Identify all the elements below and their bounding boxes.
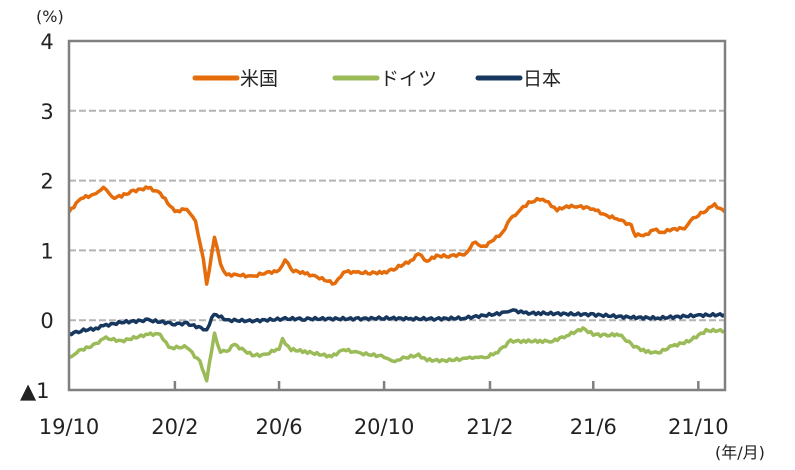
- y-tick-label: ▲1: [20, 379, 50, 403]
- y-axis: 4 3 2 1 0 ▲1: [20, 30, 54, 403]
- series-lines: [67, 185, 727, 383]
- x-tick-label: 20/10: [354, 415, 415, 439]
- gridlines: [69, 109, 725, 322]
- x-tick-label: 21/10: [668, 415, 729, 439]
- x-unit-label: (年/月): [715, 443, 765, 462]
- series-line-1: [68, 326, 726, 383]
- y-tick-label: 0: [40, 309, 53, 333]
- x-tick-label: 21/6: [570, 415, 617, 439]
- y-tick-label: 4: [40, 30, 53, 54]
- y-tick-label: 3: [40, 100, 53, 124]
- x-tick-label: 20/6: [255, 415, 302, 439]
- legend: 米国 ドイツ 日本: [192, 68, 561, 90]
- x-tick-label: 21/2: [466, 415, 513, 439]
- y-tick-label: 1: [40, 239, 53, 263]
- plot-frame: [67, 39, 727, 392]
- y-tick-label: 2: [40, 170, 53, 194]
- series-line-0: [67, 185, 727, 286]
- x-tick-label: 20/2: [151, 415, 198, 439]
- legend-label: ドイツ: [380, 68, 437, 90]
- x-tick-label: 19/10: [39, 415, 100, 439]
- legend-label: 日本: [523, 68, 561, 90]
- y-unit-label: (%): [36, 7, 64, 26]
- x-axis: 19/10 20/2 20/6 20/10 21/2 21/6 21/10: [39, 381, 729, 439]
- series-line-2: [68, 308, 726, 337]
- legend-label: 米国: [240, 68, 278, 90]
